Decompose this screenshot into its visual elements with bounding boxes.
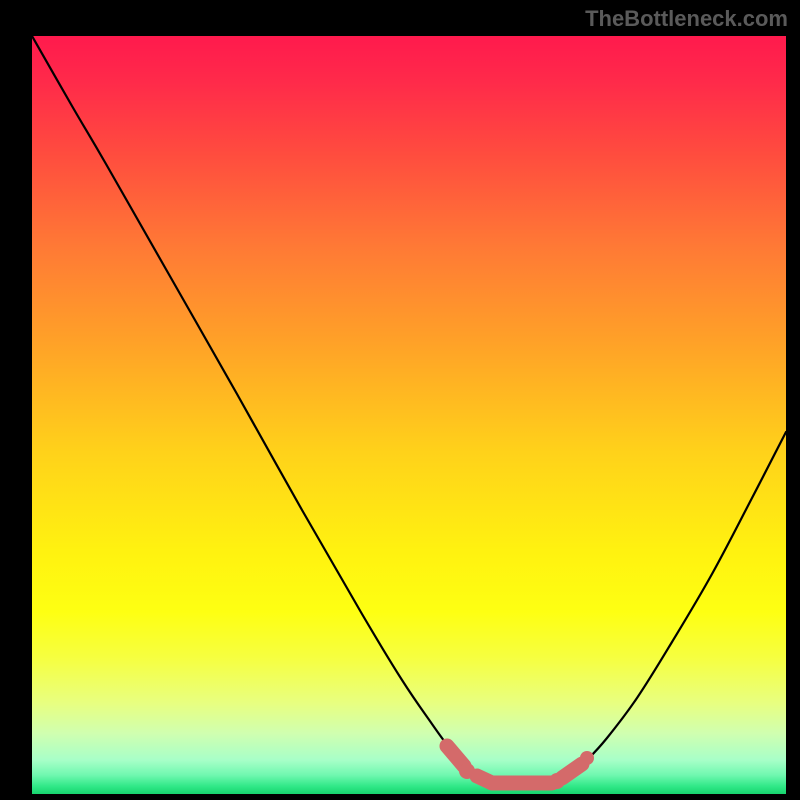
plot-area xyxy=(32,36,786,794)
bottom-mark-dot xyxy=(580,751,594,765)
chart-canvas: TheBottleneck.com xyxy=(0,0,800,800)
chart-svg-layer xyxy=(32,36,786,794)
bottom-mark-group xyxy=(447,746,594,789)
bottom-mark-segment xyxy=(447,746,464,766)
bottom-mark-segment xyxy=(562,764,582,778)
watermark-text: TheBottleneck.com xyxy=(585,6,788,32)
bottleneck-curve xyxy=(32,36,786,785)
